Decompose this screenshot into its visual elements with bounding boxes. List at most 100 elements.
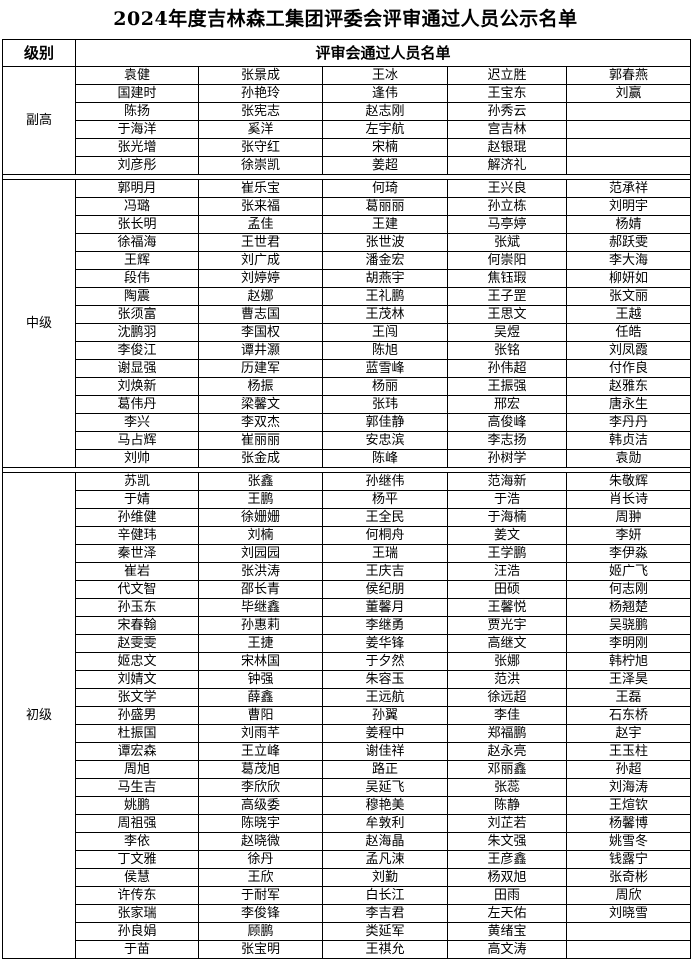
name-cell: 李俊江 (75, 341, 199, 360)
name-cell: 于耐军 (198, 886, 323, 905)
name-cell: 王祺允 (322, 940, 448, 959)
name-cell: 葛伟丹 (75, 395, 199, 414)
name-cell: 张须富 (75, 305, 199, 324)
table-row: 张长明 孟佳 王建 马亭婷 杨婧 (3, 215, 691, 234)
name-cell: 姚鹏 (75, 796, 199, 815)
table-row: 陈扬 张宪志 赵志刚 孙秀云 (3, 102, 691, 121)
name-cell: 王捷 (198, 634, 323, 653)
level-cell: 初级 (2, 472, 76, 959)
name-cell: 徐远超 (447, 688, 567, 707)
table-row: 孙玉东 毕继鑫 董馨月 王馨悦 杨翘楚 (3, 598, 691, 617)
name-cell: 赵志刚 (322, 102, 448, 121)
name-cell: 毕继鑫 (198, 598, 323, 617)
name-cell: 苏凯 (75, 472, 199, 491)
name-cell: 于浩 (447, 490, 567, 509)
name-cell: 刘赢 (566, 84, 691, 103)
name-cell: 孟凡涑 (322, 850, 448, 869)
name-cell: 沈鹏羽 (75, 323, 199, 342)
name-cell: 王辉 (75, 251, 199, 270)
name-cell: 徐姗姗 (198, 508, 323, 527)
name-cell (566, 120, 691, 139)
name-cell: 刘广成 (198, 251, 323, 270)
name-cell: 杨丽 (322, 377, 448, 396)
name-cell: 许传东 (75, 886, 199, 905)
name-cell: 陶震 (75, 287, 199, 306)
name-cell: 何琦 (322, 179, 448, 198)
name-cell: 胡燕宇 (322, 269, 448, 288)
name-cell: 陈扬 (75, 102, 199, 121)
name-cell: 安忠滨 (322, 431, 448, 450)
name-cell: 宋林国 (198, 652, 323, 671)
table-row: 辛健玮 刘楠 何桐舟 姜文 李妍 (3, 526, 691, 545)
table-row: 于婧 王鹏 杨平 于浩 肖长诗 (3, 490, 691, 509)
name-cell: 类延军 (322, 922, 448, 941)
name-cell: 张宝明 (198, 940, 323, 959)
name-cell: 范洪 (447, 670, 567, 689)
name-cell: 代文智 (75, 580, 199, 599)
name-cell: 张家瑞 (75, 904, 199, 923)
table-row: 徐福海 王世君 张世波 张斌 郝跃雯 (3, 233, 691, 252)
name-cell: 于海洋 (75, 120, 199, 139)
name-cell: 王子罡 (447, 287, 567, 306)
name-cell: 赵晓微 (198, 832, 323, 851)
name-cell: 张守红 (198, 138, 323, 157)
name-cell: 刘雨芊 (198, 724, 323, 743)
table-row: 李依 赵晓微 赵海晶 朱文强 姚雪冬 (3, 832, 691, 851)
name-cell: 辛健玮 (75, 526, 199, 545)
name-cell: 孙盛男 (75, 706, 199, 725)
name-cell: 路正 (322, 760, 448, 779)
name-cell: 孙惠莉 (198, 616, 323, 635)
table-row: 侯慧 王欣 刘勤 杨双旭 张奇彬 (3, 868, 691, 887)
name-cell: 周翀 (566, 508, 691, 527)
table-row: 张须富 曹志国 王茂林 王思文 王越 (3, 305, 691, 324)
name-cell: 宋春翰 (75, 616, 199, 635)
name-cell: 崔岩 (75, 562, 199, 581)
name-cell: 刘婷婷 (198, 269, 323, 288)
name-cell: 郭明月 (75, 179, 199, 198)
name-cell: 国建时 (75, 84, 199, 103)
name-cell: 刘芷若 (447, 814, 567, 833)
name-cell: 李佳 (447, 706, 567, 725)
name-cell: 梁馨文 (198, 395, 323, 414)
name-cell: 顾鹏 (198, 922, 323, 941)
name-cell: 朱文强 (447, 832, 567, 851)
name-cell: 王庆吉 (322, 562, 448, 581)
name-cell: 何志刚 (566, 580, 691, 599)
name-cell: 孙良娟 (75, 922, 199, 941)
name-cell: 王闯 (322, 323, 448, 342)
name-cell: 郭佳静 (322, 413, 448, 432)
name-cell: 韩柠旭 (566, 652, 691, 671)
name-cell (566, 102, 691, 121)
name-cell: 王馨悦 (447, 598, 567, 617)
table-row: 于苗 张宝明 王祺允 高文涛 (3, 940, 691, 959)
name-cell: 王瑞 (322, 544, 448, 563)
name-cell: 张景成 (198, 66, 323, 85)
name-cell: 张蕊 (447, 778, 567, 797)
name-cell: 孙翼 (322, 706, 448, 725)
table-row: 刘帅 张金成 陈峰 孙树学 袁勋 (3, 449, 691, 468)
name-cell: 左天佑 (447, 904, 567, 923)
name-cell: 孙玉东 (75, 598, 199, 617)
table-row: 姬忠文 宋林国 于夕然 张娜 韩柠旭 (3, 652, 691, 671)
table-row: 代文智 邵长青 侯纪朋 田硕 何志刚 (3, 580, 691, 599)
name-cell: 刘晓雪 (566, 904, 691, 923)
names-column-header: 评审会通过人员名单 (75, 39, 691, 67)
table-row: 李兴 李双杰 郭佳静 高俊峰 李丹丹 (3, 413, 691, 432)
table-row: 周祖强 陈晓宇 牟敦利 刘芷若 杨馨博 (3, 814, 691, 833)
name-cell: 焦钰瑕 (447, 269, 567, 288)
table-row: 李俊江 谭井灏 陈旭 张铭 刘凤霞 (3, 341, 691, 360)
name-cell: 姜文 (447, 526, 567, 545)
name-cell: 钟强 (198, 670, 323, 689)
name-cell: 冯璐 (75, 197, 199, 216)
name-cell: 朱敬辉 (566, 472, 691, 491)
name-cell: 张鑫 (198, 472, 323, 491)
name-cell: 周旭 (75, 760, 199, 779)
name-cell: 王磊 (566, 688, 691, 707)
table-row: 丁文雅 徐丹 孟凡涑 王彦鑫 钱露宁 (3, 850, 691, 869)
name-cell: 何桐舟 (322, 526, 448, 545)
name-cell: 王冰 (322, 66, 448, 85)
name-cell (566, 156, 691, 175)
name-cell: 葛茂旭 (198, 760, 323, 779)
name-cell: 张奇彬 (566, 868, 691, 887)
name-cell: 王立峰 (198, 742, 323, 761)
